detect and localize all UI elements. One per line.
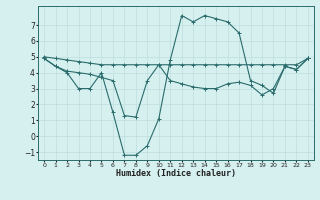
X-axis label: Humidex (Indice chaleur): Humidex (Indice chaleur)	[116, 169, 236, 178]
